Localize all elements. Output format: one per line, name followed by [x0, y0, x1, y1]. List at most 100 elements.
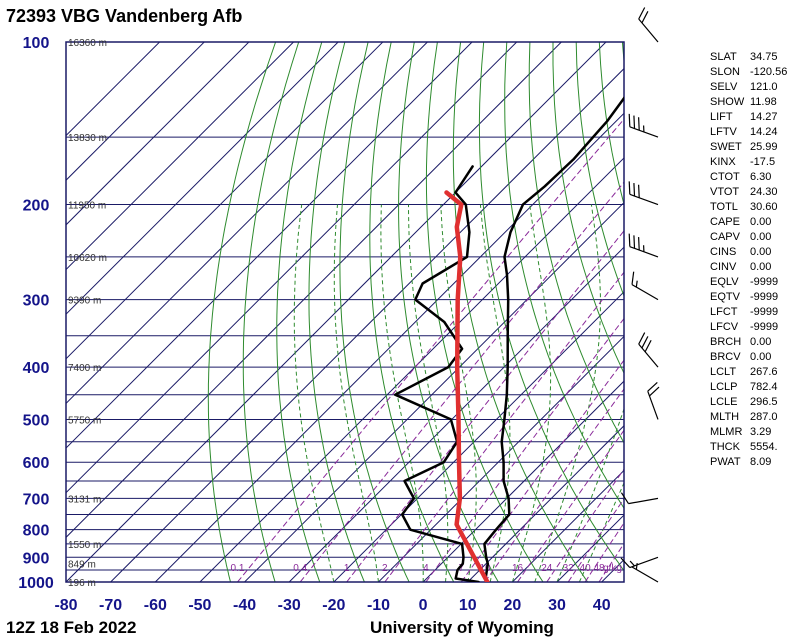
dry-adiabat-line	[552, 42, 624, 375]
index-value: 0.00	[750, 246, 772, 258]
index-row-slat: SLAT 34.75	[710, 50, 787, 65]
height-label: 9390 m	[68, 296, 101, 307]
dry-adiabat-line	[425, 42, 544, 582]
mixing-ratio-label: 1	[344, 563, 350, 574]
pressure-tick-label: 400	[23, 360, 50, 377]
index-value: -9999	[750, 291, 779, 303]
index-row-capv: CAPV 0.00	[710, 230, 787, 245]
index-key: TOTL	[710, 201, 738, 213]
isotherm-line	[512, 469, 624, 582]
dry-adiabat-line	[528, 42, 624, 444]
isotherm-line	[66, 42, 607, 582]
index-value: -120.56	[750, 66, 788, 78]
index-row-lftv: LFTV 14.24	[710, 125, 787, 140]
mixing-ratio-label: 48	[593, 563, 605, 574]
height-label: 5750 m	[68, 415, 101, 426]
dry-adiabat-line	[452, 42, 589, 582]
temperature-profile	[483, 96, 624, 582]
mixing-ratio-label: 24	[541, 563, 553, 574]
temperature-tick-label: 30	[548, 597, 566, 614]
index-value: -9999	[750, 306, 779, 318]
index-key: MLMR	[710, 426, 743, 438]
temperature-tick-label: -60	[144, 597, 167, 614]
mixing-ratio-line	[460, 359, 624, 582]
dry-adiabat-line	[398, 42, 499, 582]
temperature-tick-label: 40	[593, 597, 611, 614]
isotherm-line	[66, 42, 473, 449]
mixing-ratio-line	[484, 388, 624, 582]
moist-adiabat-line	[534, 204, 601, 582]
dry-adiabat-line	[339, 42, 410, 582]
temperature-tick-label: -50	[188, 597, 211, 614]
height-label: 7400 m	[68, 363, 101, 374]
index-key: CAPE	[710, 216, 740, 228]
temperature-tick-label: -70	[99, 597, 122, 614]
index-row-eqtv: EQTV -9999	[710, 290, 787, 305]
index-key: LFCT	[710, 306, 738, 318]
index-value: 14.27	[750, 111, 778, 123]
index-key: LIFT	[710, 111, 733, 123]
temperature-tick-label: -80	[54, 597, 77, 614]
index-value: 121.0	[750, 81, 778, 93]
dry-adiabat-line	[478, 42, 624, 572]
wind-barb	[628, 233, 659, 258]
height-label: 196 m	[68, 578, 96, 589]
index-value: 24.30	[750, 186, 778, 198]
mixing-ratio-label: 2	[382, 563, 388, 574]
wind-barb	[631, 562, 659, 583]
chart-title: 72393 VBG Vandenberg Afb	[6, 6, 243, 26]
mixing-ratio-line	[237, 118, 624, 582]
index-value: 8.09	[750, 456, 772, 468]
index-row-thck: THCK 5554.	[710, 440, 787, 455]
wind-barb	[631, 271, 659, 301]
mixing-ratio-lines	[237, 118, 624, 582]
source-credit: University of Wyoming	[370, 618, 554, 637]
index-key: LCLE	[710, 396, 738, 408]
moist-adiabat-line	[380, 204, 424, 582]
index-value: 287.0	[750, 411, 778, 423]
mixing-ratio-label: 10	[479, 563, 491, 574]
index-row-kinx: KINX -17.5	[710, 155, 787, 170]
temperature-tick-label: -20	[322, 597, 345, 614]
temperature-tick-label: -40	[233, 597, 256, 614]
index-row-lcle: LCLE 296.5	[710, 395, 787, 410]
index-row-vtot: VTOT 24.30	[710, 185, 787, 200]
dry-adiabat-line	[276, 42, 323, 582]
temperature-tick-label: 10	[459, 597, 477, 614]
index-row-lfcv: LFCV -9999	[710, 320, 787, 335]
pressure-tick-label: 1000	[18, 575, 54, 592]
index-row-mlmr: MLMR 3.29	[710, 425, 787, 440]
index-value: 0.00	[750, 231, 772, 243]
indices-panel: SLAT 34.75 SLON -120.56 SELV 121.0 SHOW 11.98 LI…	[710, 50, 787, 470]
index-key: EQTV	[710, 291, 740, 303]
index-value: 5554.	[750, 441, 778, 453]
isotherm-line	[378, 335, 624, 582]
isotherm-line	[66, 42, 384, 360]
moist-adiabat-line	[440, 204, 477, 582]
mixing-ratio-label: 0.1	[231, 563, 245, 574]
index-value: -9999	[750, 321, 779, 333]
index-key: EQLV	[710, 276, 739, 288]
index-key: SLON	[710, 66, 740, 78]
wind-barb	[628, 113, 659, 138]
index-value: 34.75	[750, 51, 778, 63]
wind-barb	[628, 181, 659, 206]
index-value: 14.24	[750, 126, 778, 138]
index-value: 0.00	[750, 261, 772, 273]
index-key: CINV	[710, 261, 737, 273]
mixing-ratio-label: 40	[580, 563, 592, 574]
index-key: PWAT	[710, 456, 741, 468]
isotherm-line	[66, 42, 294, 271]
mixing-ratio-line	[384, 271, 624, 582]
mixing-ratio-line	[346, 230, 624, 582]
index-value: 6.30	[750, 171, 772, 183]
isotherm-line	[66, 42, 428, 405]
index-key: SHOW	[710, 96, 745, 108]
temperature-tick-label: -30	[278, 597, 301, 614]
temperature-tick-label: -10	[367, 597, 390, 614]
index-key: CTOT	[710, 171, 740, 183]
height-label: 1550 m	[68, 540, 101, 551]
index-row-slon: SLON -120.56	[710, 65, 787, 80]
height-label: 16360 m	[68, 38, 107, 49]
moist-adiabat-line	[578, 481, 624, 582]
